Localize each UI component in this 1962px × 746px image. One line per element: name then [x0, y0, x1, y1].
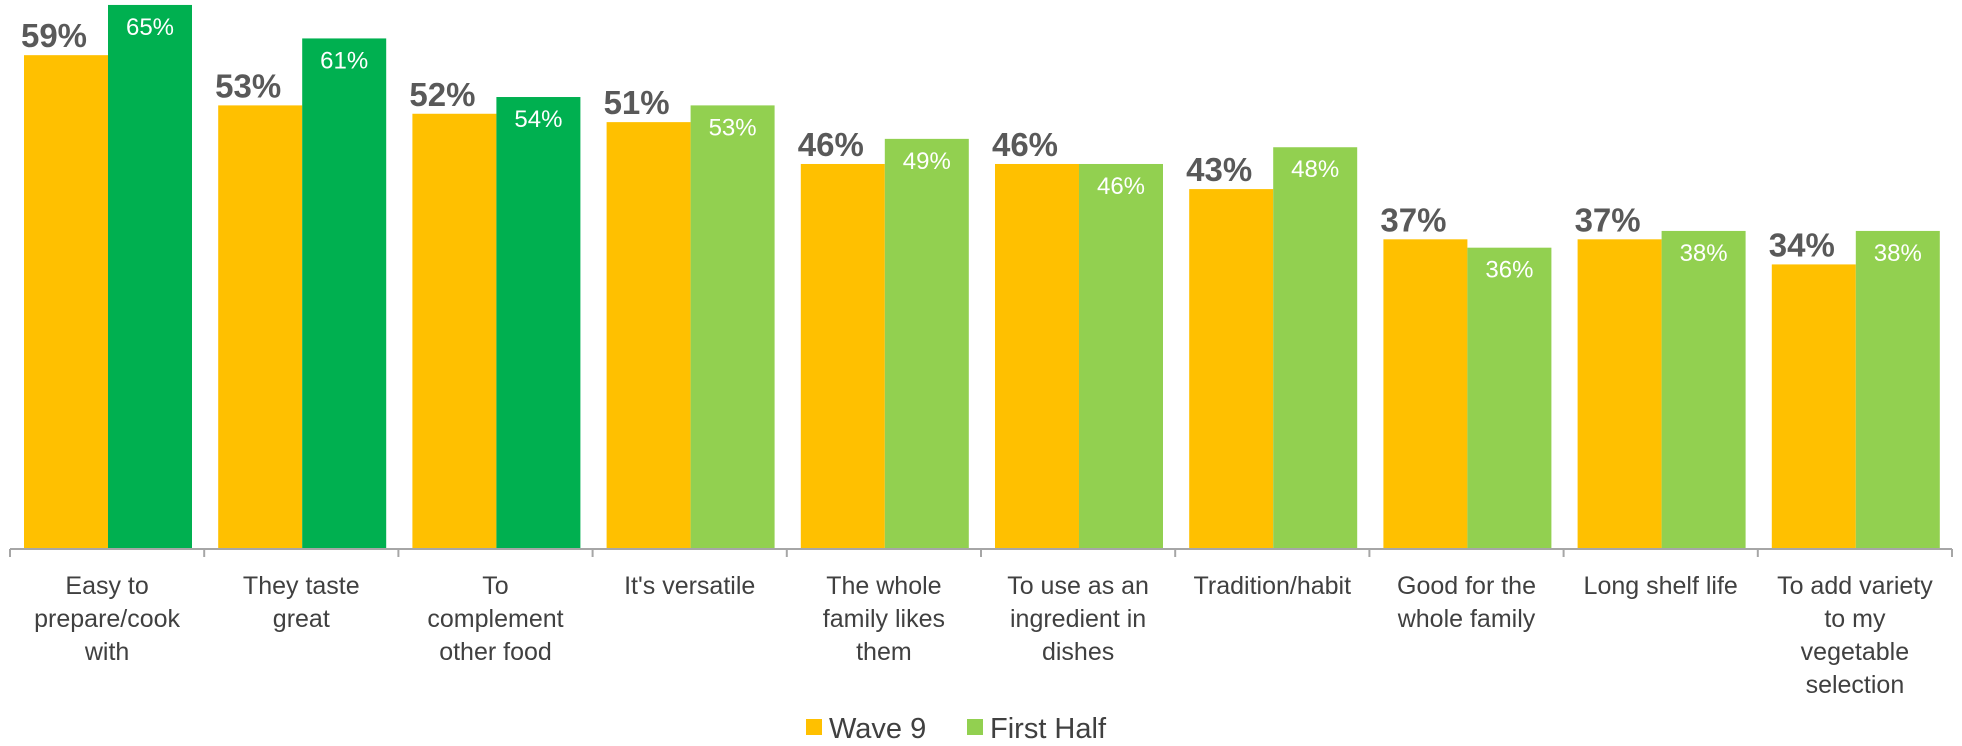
- value-label-first-half: 49%: [903, 148, 951, 175]
- value-label-first-half: 36%: [1485, 257, 1533, 284]
- bar-first-half: [884, 138, 969, 549]
- legend-swatch-wave-9: [806, 719, 822, 735]
- category-label-line: complement: [427, 605, 563, 633]
- category-label-line: great: [273, 605, 330, 633]
- category-label-line: vegetable: [1801, 638, 1909, 666]
- category-label: It's versatile: [624, 572, 755, 600]
- category-label-line: dishes: [1042, 638, 1114, 666]
- category-label-line: To use as an: [1007, 572, 1149, 600]
- x-axis-ticks: [9, 549, 1953, 557]
- category-label: They taste great: [243, 572, 360, 633]
- category-label: The whole family likes them: [823, 572, 945, 666]
- value-label-wave-9: 51%: [604, 84, 670, 121]
- category-label: Good for the whole family: [1397, 572, 1536, 633]
- category-label: Long shelf life: [1584, 572, 1738, 600]
- value-label-first-half: 54%: [514, 106, 562, 133]
- category-label-line: To add variety: [1777, 572, 1933, 600]
- value-label-wave-9: 46%: [992, 126, 1058, 163]
- value-labels-layer: 59% 65% 53% 61% 52% 54% 51% 53% 46% 49% 46% 46% 43% 4…: [21, 14, 1922, 284]
- legend-label-wave-9: Wave 9: [829, 713, 926, 745]
- bar-first-half: [1079, 163, 1163, 550]
- bar-first-half: [496, 97, 581, 550]
- category-label-line: prepare/cook: [34, 605, 180, 633]
- legend: Wave 9 First Half: [806, 713, 1107, 745]
- category-label: To use as an ingredient in dishes: [1007, 572, 1149, 666]
- value-label-first-half: 46%: [1097, 173, 1145, 200]
- value-label-first-half: 53%: [709, 114, 757, 141]
- category-label-line: It's versatile: [624, 572, 755, 600]
- value-label-wave-9: 37%: [1380, 201, 1446, 238]
- category-label: Tradition/habit: [1194, 572, 1352, 600]
- category-label-line: ingredient in: [1010, 605, 1146, 633]
- bar-first-half: [1661, 230, 1746, 549]
- bar-first-half: [1273, 147, 1358, 550]
- bar-wave-9: [218, 105, 303, 549]
- value-label-wave-9: 59%: [21, 17, 87, 54]
- value-label-wave-9: 46%: [798, 126, 864, 163]
- value-label-wave-9: 34%: [1769, 226, 1835, 263]
- category-label-line: with: [84, 638, 129, 666]
- value-label-first-half: 61%: [320, 47, 368, 74]
- value-label-first-half: 65%: [126, 14, 174, 41]
- value-label-wave-9: 53%: [215, 67, 281, 104]
- category-label-line: The whole: [826, 572, 941, 600]
- value-label-wave-9: 37%: [1575, 201, 1641, 238]
- category-label-line: other food: [439, 638, 552, 666]
- value-label-first-half: 38%: [1874, 240, 1922, 267]
- bar-wave-9: [606, 122, 691, 549]
- legend-label-first-half: First Half: [990, 713, 1107, 745]
- bar-wave-9: [995, 163, 1079, 550]
- bar-first-half: [1467, 247, 1552, 549]
- category-label-line: Good for the: [1397, 572, 1536, 600]
- category-label-line: them: [856, 638, 912, 666]
- bar-wave-9: [1771, 264, 1856, 549]
- category-label: To add variety to my vegetable selection: [1777, 572, 1933, 699]
- value-label-first-half: 48%: [1291, 156, 1339, 183]
- value-label-first-half: 38%: [1680, 240, 1728, 267]
- category-label-line: To: [482, 572, 508, 600]
- category-label-line: family likes: [823, 605, 945, 633]
- category-label: Easy to prepare/cook with: [34, 572, 180, 666]
- category-label: To complement other food: [427, 572, 563, 666]
- category-label-line: Easy to: [65, 572, 148, 600]
- category-label-line: Long shelf life: [1584, 572, 1738, 600]
- bar-first-half: [690, 105, 775, 549]
- bar-first-half: [108, 4, 192, 549]
- value-label-wave-9: 52%: [409, 76, 475, 113]
- bar-wave-9: [1383, 239, 1468, 549]
- value-label-wave-9: 43%: [1186, 151, 1252, 188]
- bar-wave-9: [800, 163, 885, 550]
- bars-layer: [24, 4, 1940, 550]
- bar-wave-9: [24, 55, 108, 550]
- bar-first-half: [302, 38, 387, 550]
- bar-wave-9: [1577, 239, 1662, 549]
- bar-wave-9: [412, 113, 497, 549]
- legend-swatch-first-half: [967, 719, 983, 735]
- category-label-line: to my: [1824, 605, 1886, 633]
- category-label-line: They taste: [243, 572, 360, 600]
- category-label-line: Tradition/habit: [1194, 572, 1352, 600]
- category-label-line: selection: [1806, 671, 1905, 699]
- category-label-line: whole family: [1397, 605, 1536, 633]
- category-labels-layer: Easy to prepare/cook with They taste great To…: [34, 572, 1933, 699]
- bar-first-half: [1855, 230, 1940, 549]
- bar-wave-9: [1189, 189, 1274, 549]
